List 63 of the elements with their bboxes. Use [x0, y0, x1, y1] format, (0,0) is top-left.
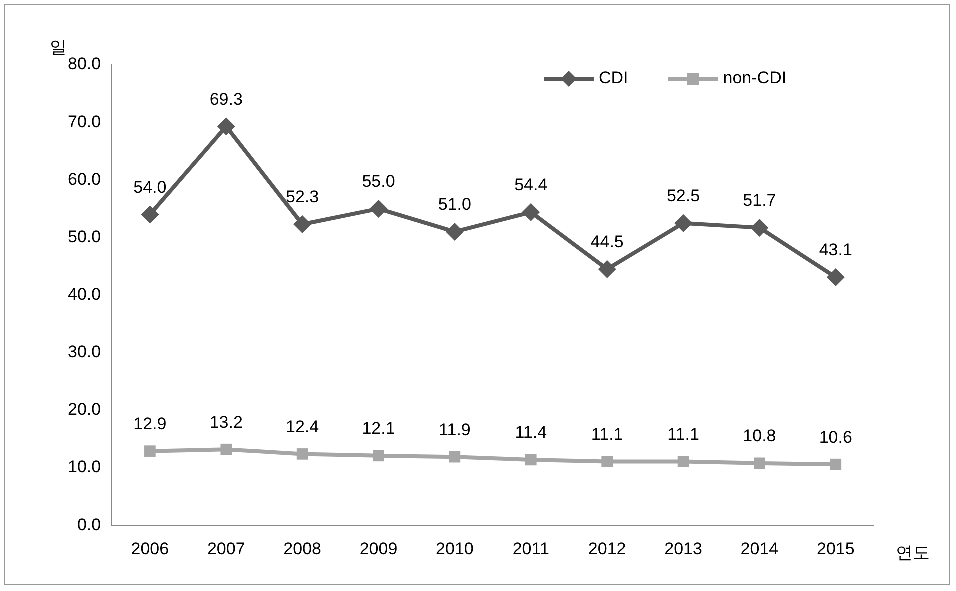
data-label: 44.5: [590, 232, 624, 252]
point: [598, 260, 616, 278]
data-label: 52.5: [666, 186, 700, 206]
data-label: 11.4: [515, 423, 548, 442]
data-label: 54.0: [134, 178, 167, 197]
x-tick-label: 2013: [664, 539, 702, 558]
y-axis-title: 일: [50, 38, 68, 58]
point: [220, 444, 232, 456]
x-tick-label: 2014: [740, 539, 779, 558]
y-tick-label: 50.0: [68, 227, 102, 246]
data-label: 55.0: [362, 172, 396, 192]
point: [144, 446, 156, 457]
data-label: 54.4: [514, 176, 548, 195]
x-tick-label: 2006: [131, 539, 170, 558]
data-label: 52.3: [286, 188, 320, 207]
data-label: 10.6: [819, 428, 852, 447]
x-tick-label: 2012: [588, 539, 626, 558]
point: [373, 450, 384, 462]
point: [826, 268, 845, 286]
y-tick-label: 20.0: [68, 400, 102, 420]
x-tick-label: 2007: [207, 539, 246, 558]
data-label: 51.7: [743, 191, 776, 210]
y-tick-label: 30.0: [68, 342, 102, 362]
data-label: 11.1: [591, 424, 624, 444]
y-tick-label: 0.0: [77, 515, 102, 534]
data-label: 12.1: [362, 419, 396, 438]
x-tick-label: 2008: [284, 539, 322, 558]
point: [602, 456, 613, 468]
point: [525, 454, 537, 466]
data-label: 51.0: [438, 195, 472, 214]
y-tick-label: 70.0: [68, 112, 102, 132]
point: [522, 203, 540, 222]
point: [750, 218, 769, 237]
data-label: 11.1: [668, 424, 700, 444]
data-label: 12.4: [286, 417, 320, 436]
data-label: 10.8: [743, 426, 776, 446]
point: [674, 214, 693, 232]
point: [678, 456, 690, 468]
y-tick-label: 80.0: [68, 54, 102, 74]
point: [296, 448, 308, 460]
x-axis-title: 연도: [896, 544, 930, 563]
y-tick-label: 40.0: [68, 284, 102, 304]
point: [217, 118, 236, 136]
y-tick-label: 10.0: [68, 458, 102, 477]
legend-label: non-CDI: [723, 68, 787, 88]
point: [294, 215, 312, 234]
data-label: 11.9: [439, 420, 471, 440]
point: [830, 458, 842, 470]
x-tick-label: 2015: [816, 539, 855, 558]
legend-label: CDI: [599, 68, 628, 88]
x-tick-label: 2009: [360, 539, 398, 558]
point: [754, 458, 766, 470]
point: [370, 200, 388, 218]
point: [446, 222, 464, 241]
data-label: 13.2: [210, 412, 243, 432]
point: [449, 451, 461, 463]
data-label: 12.9: [134, 414, 167, 434]
x-tick-label: 2010: [436, 539, 474, 558]
point: [141, 206, 160, 224]
data-label: 69.3: [210, 90, 243, 109]
y-tick-label: 60.0: [68, 170, 102, 189]
x-tick-label: 2011: [512, 539, 550, 558]
data-label: 43.1: [819, 240, 852, 260]
